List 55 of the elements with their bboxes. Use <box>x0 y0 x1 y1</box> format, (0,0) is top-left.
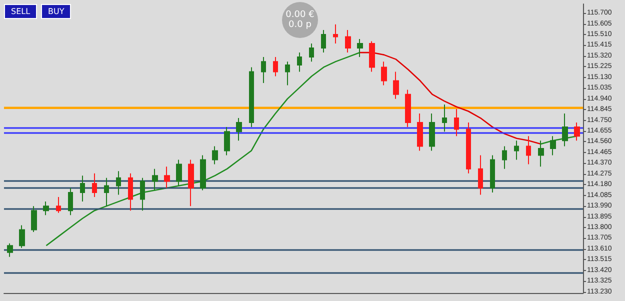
candlestick <box>68 188 73 216</box>
candlestick <box>249 66 254 128</box>
line-series <box>359 52 542 145</box>
annotation: 0.00 € <box>286 10 314 20</box>
candlestick <box>236 118 242 142</box>
candlestick <box>514 140 519 160</box>
candlestick <box>7 242 13 258</box>
candlestick <box>43 201 49 216</box>
candlestick <box>128 172 133 212</box>
candlestick <box>224 126 230 156</box>
line-series <box>46 52 360 246</box>
candlestick <box>140 177 145 212</box>
candlestick <box>333 24 338 44</box>
annotation: 0.0 p <box>288 20 312 30</box>
candlestick <box>442 104 447 132</box>
candlestick <box>309 43 314 62</box>
candlestick <box>261 56 266 84</box>
candlestick <box>562 113 568 147</box>
candlestick <box>550 136 556 156</box>
candlestick <box>502 146 507 170</box>
candlestick <box>381 61 387 86</box>
candlestick <box>538 140 544 168</box>
candlestick <box>454 108 459 137</box>
candlestick <box>56 196 61 214</box>
candlestick <box>574 122 580 142</box>
annotation: SELL <box>4 4 38 19</box>
candlestick <box>188 159 194 207</box>
candlestick <box>176 159 182 186</box>
annotation: BUY <box>41 4 72 19</box>
candlestick <box>92 172 97 198</box>
candlestick <box>297 52 302 72</box>
candlestick <box>200 154 206 191</box>
candlestick <box>321 29 326 54</box>
line-series <box>540 135 578 145</box>
candlestick <box>478 154 483 196</box>
candlestick <box>357 38 363 58</box>
candlestick <box>116 170 121 196</box>
candlestick <box>273 56 278 77</box>
candlestick <box>212 146 218 165</box>
candlestick <box>466 122 471 174</box>
candlestick <box>393 71 399 100</box>
candlestick <box>285 61 290 86</box>
candlestick <box>369 40 375 72</box>
candlestick <box>80 175 85 202</box>
candlestick <box>104 177 109 207</box>
candlestick <box>19 224 25 248</box>
candlestick <box>164 166 170 189</box>
candlestick <box>405 89 411 128</box>
candlestick <box>417 113 423 152</box>
candlestick <box>345 29 351 54</box>
candlestick <box>490 154 495 194</box>
candlestick <box>526 136 531 165</box>
candlestick <box>31 206 37 233</box>
candlestick <box>429 113 435 152</box>
candlestick <box>152 168 158 191</box>
